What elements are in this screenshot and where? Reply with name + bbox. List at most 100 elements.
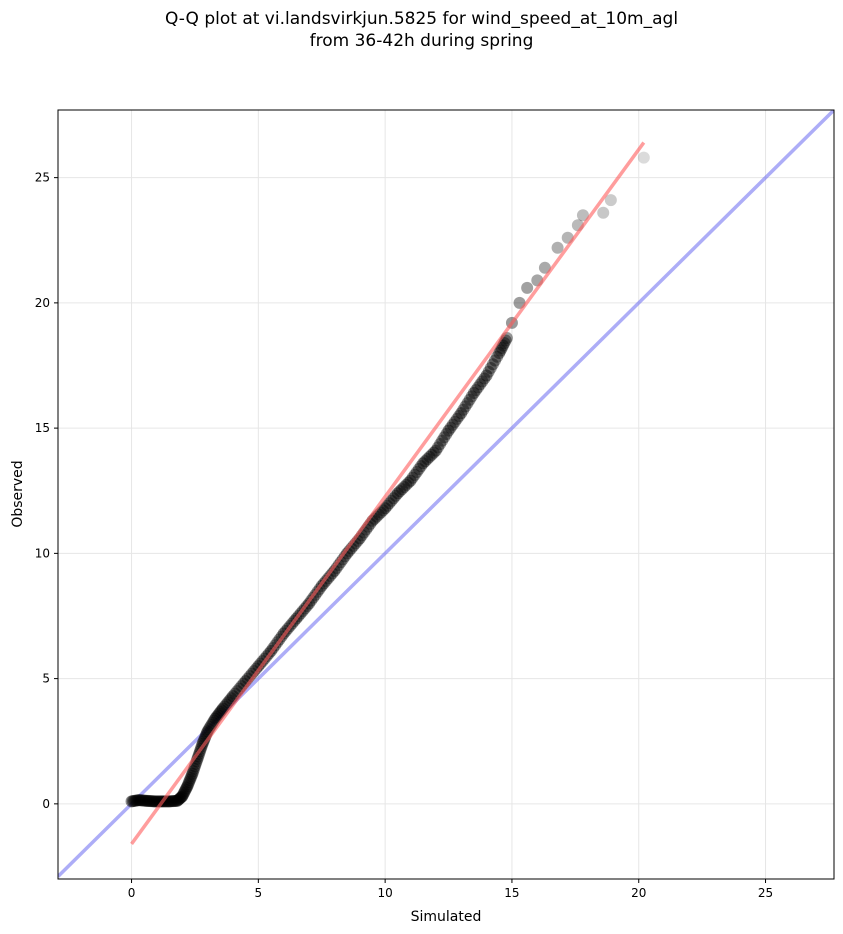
data-point-dense [476,375,489,388]
data-point-dense [448,415,461,428]
chart-title-line-2: from 36-42h during spring [309,31,534,51]
data-point-dense [444,421,457,434]
data-point-dense [136,794,149,807]
data-point-dense [177,788,190,801]
data-point [176,790,189,803]
data-point-dense [145,795,158,808]
data-point-dense [440,427,453,440]
x-tick-label: 20 [631,886,646,900]
data-point-dense [172,793,185,806]
data-point-dense [436,434,449,447]
data-point-dense [169,794,182,807]
data-point-dense [174,791,187,804]
data-point-dense [400,478,413,491]
data-point [181,780,194,793]
data-point-dense [173,792,186,805]
data-point-dense [427,446,440,459]
data-point-dense [486,358,499,371]
data-point-dense [128,794,141,807]
data-point [429,444,442,457]
data-point-dense [207,714,220,727]
data-point-dense [431,441,444,454]
data-point-dense [167,795,180,808]
y-tick-label: 25 [35,171,50,185]
data-point-dense [166,795,179,808]
data-point [417,457,430,470]
data-point-dense [179,783,192,796]
data-point-dense [130,794,143,807]
data-point [404,474,417,487]
data-point-dense [489,354,502,367]
data-point-dense [131,794,144,807]
data-point-dense [188,762,201,775]
y-tick-label: 15 [35,421,50,435]
data-point-dense [410,465,423,478]
data-point [216,702,229,715]
data-point-dense [183,774,196,787]
data-point [391,487,404,500]
data-point-dense [129,794,142,807]
data-point [521,281,534,294]
data-point-dense [434,437,447,450]
data-point-dense [482,365,495,378]
data-point-dense [446,418,459,431]
data-point [209,712,222,725]
data-point-dense [463,393,476,406]
data-point-dense [183,776,196,789]
chart-title: Q-Q plot at vi.landsvirkjun.5825 for win… [0,8,843,52]
data-point [597,206,610,219]
data-point-dense [495,341,508,354]
data-point [604,194,617,207]
y-tick-label: 10 [35,546,50,560]
data-point-dense [425,448,438,461]
data-point-dense [457,403,470,416]
data-point-dense [168,795,181,808]
data-point-dense [138,794,151,807]
data-point-dense [211,709,224,722]
data-point-dense [147,795,160,808]
data-point [480,369,493,382]
data-point [379,502,392,515]
chart-title-line-1: Q-Q plot at vi.landsvirkjun.5825 for win… [164,9,679,29]
data-point [442,424,455,437]
x-tick-label: 10 [377,886,392,900]
data-point-dense [423,450,436,463]
data-point-dense [412,463,425,476]
data-point-dense [377,504,390,517]
fit-line [130,141,646,845]
data-point [133,794,146,807]
data-point-dense [180,781,193,794]
data-point [637,151,650,164]
plot-frame [57,109,835,880]
data-point [467,387,480,400]
x-axis-label: Simulated [411,909,482,925]
data-point [140,794,153,807]
data-point-dense [144,795,157,808]
data-point [186,767,199,780]
data-point-dense [213,707,226,720]
data-point-dense [472,381,485,394]
data-point-dense [408,468,421,481]
data-point-dense [215,704,228,717]
data-point-dense [126,795,139,808]
data-point-dense [172,794,185,807]
data-point-dense [450,412,463,425]
data-point-dense [182,778,195,791]
data-point-dense [389,489,402,502]
data-point [576,209,589,222]
data-point-dense [383,497,396,510]
data-point-dense [465,390,478,403]
data-point-dense [398,480,411,493]
identity-line [58,110,834,878]
data-point-dense [184,771,197,784]
data-point-dense [406,471,419,484]
y-tick-label: 0 [42,797,50,811]
data-point-dense [385,494,398,507]
data-point-dense [494,344,507,357]
y-axis-label: Observed [10,460,26,527]
data-point-dense [402,476,415,489]
x-tick-label: 15 [504,886,519,900]
data-point-dense [415,460,428,473]
